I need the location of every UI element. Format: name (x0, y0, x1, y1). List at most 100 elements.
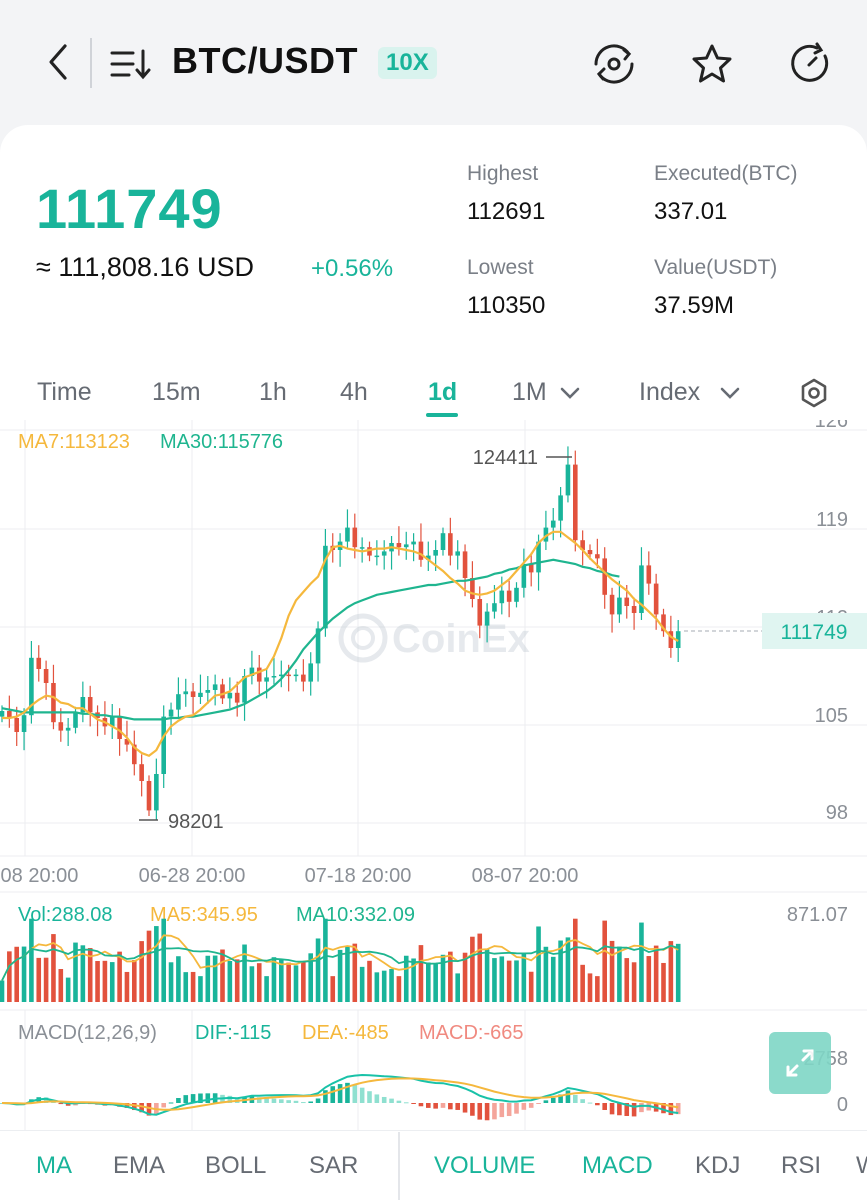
tab-time[interactable]: Time (37, 378, 92, 406)
volume-bar (536, 926, 541, 1002)
candle-body (139, 764, 144, 781)
pair-title[interactable]: BTC/USDT (172, 40, 358, 81)
tab-15m[interactable]: 15m (152, 378, 201, 406)
macd-bar (499, 1103, 505, 1118)
volume-bar (595, 976, 600, 1002)
candle-body (183, 691, 189, 695)
volume-bar (323, 918, 328, 1002)
candle-body (484, 611, 490, 626)
usd-equivalent: ≈ 111,808.16 USD (36, 252, 254, 282)
candle-body (176, 694, 181, 710)
candle-body (587, 550, 593, 555)
macd-bar (477, 1103, 483, 1120)
indicator-ma[interactable]: MA (36, 1152, 72, 1179)
fullscreen-button[interactable] (769, 1032, 831, 1094)
stat-lowest-label: Lowest (467, 256, 534, 279)
volume-bar (617, 946, 622, 1002)
indicator-boll[interactable]: BOLL (205, 1152, 267, 1179)
indicator-sar[interactable]: SAR (309, 1152, 359, 1179)
indicator-macd[interactable]: MACD (582, 1152, 653, 1179)
tab-4h[interactable]: 4h (340, 378, 368, 406)
candle-body (426, 555, 431, 560)
macd-bar (315, 1098, 321, 1103)
volume-bar (631, 962, 637, 1002)
candle-body (323, 545, 328, 629)
price-change-percent: +0.56% (311, 255, 394, 282)
chart-settings-icon[interactable] (798, 377, 830, 409)
vol-ma5-legend: MA5:345.95 (150, 904, 258, 926)
tab-1h[interactable]: 1h (259, 378, 287, 406)
volume-bar (51, 934, 56, 1002)
volume-bar (345, 946, 350, 1002)
high-marker: 124411 (473, 447, 538, 469)
volume-bar (14, 946, 19, 1002)
indicator-kdj[interactable]: KDJ (695, 1152, 741, 1179)
macd-bar (264, 1097, 269, 1103)
candle-body (220, 684, 225, 699)
candle-body (499, 590, 505, 604)
low-marker: 98201 (168, 811, 224, 833)
macd-bar (293, 1100, 299, 1103)
macd-bar (573, 1094, 578, 1103)
stat-highest-label: Highest (467, 162, 539, 185)
candle-body (43, 669, 49, 683)
macd-bar (455, 1103, 460, 1110)
candle-body (573, 464, 578, 541)
volume-bar (21, 946, 27, 1002)
back-icon[interactable] (38, 40, 78, 84)
candle-body (352, 527, 358, 548)
chevron-down-icon[interactable] (718, 382, 742, 404)
y-tick: 126 (815, 420, 848, 432)
macd-bar (279, 1099, 284, 1103)
chevron-down-icon[interactable] (558, 382, 582, 404)
candle-body (146, 781, 152, 811)
y-tick: 119 (816, 509, 848, 531)
y-tick: 98 (826, 802, 848, 824)
candle-body (381, 551, 387, 556)
macd-bar (396, 1100, 402, 1103)
candle-body (396, 543, 402, 548)
volume-bar (124, 971, 130, 1002)
rotate-view-icon[interactable] (590, 40, 638, 88)
volume-bar (514, 960, 519, 1002)
expand-icon (786, 1049, 814, 1077)
volume-bar (80, 945, 86, 1002)
volume-bar (543, 946, 549, 1002)
macd-bar (565, 1090, 571, 1103)
candle-body (455, 551, 460, 556)
ma30-legend: MA30:115776 (160, 431, 283, 453)
volume-bar (117, 951, 122, 1002)
indicator-ema[interactable]: EMA (113, 1152, 166, 1179)
volume-bar (477, 933, 483, 1002)
volume-bar (330, 976, 336, 1002)
tab-1d[interactable]: 1d (428, 378, 458, 406)
volume-bar (0, 980, 5, 1002)
macd-bar (440, 1103, 446, 1108)
refresh-icon[interactable] (786, 40, 834, 88)
candle-body (36, 657, 42, 669)
tab-1m[interactable]: 1M (512, 378, 547, 406)
macd-bar (543, 1100, 549, 1103)
macd-bar (161, 1103, 166, 1108)
volume-bar (73, 942, 78, 1002)
macd-bar (176, 1098, 181, 1103)
indicator-more[interactable]: W (856, 1152, 867, 1180)
volume-bar (220, 949, 225, 1002)
favorite-star-icon[interactable] (688, 40, 736, 88)
macd-bar (580, 1099, 585, 1103)
volume-bar (433, 963, 438, 1002)
volume-bar (448, 951, 453, 1002)
kline-chart[interactable]: CoinEx 126 119 112 105 98 111749 124411 … (0, 420, 867, 1130)
volume-bar (198, 976, 203, 1002)
candle-body (271, 676, 277, 678)
macd-bar (617, 1103, 622, 1116)
macd-bar (403, 1102, 409, 1104)
candle-body (242, 676, 247, 703)
macd-bar (374, 1094, 380, 1103)
indicator-rsi[interactable]: RSI (781, 1152, 822, 1179)
tab-index[interactable]: Index (639, 378, 701, 406)
x-tick: 07-18 20:00 (305, 865, 412, 887)
market-list-icon[interactable] (108, 44, 152, 84)
macd-bar (624, 1103, 630, 1116)
indicator-volume[interactable]: VOLUME (434, 1152, 536, 1179)
